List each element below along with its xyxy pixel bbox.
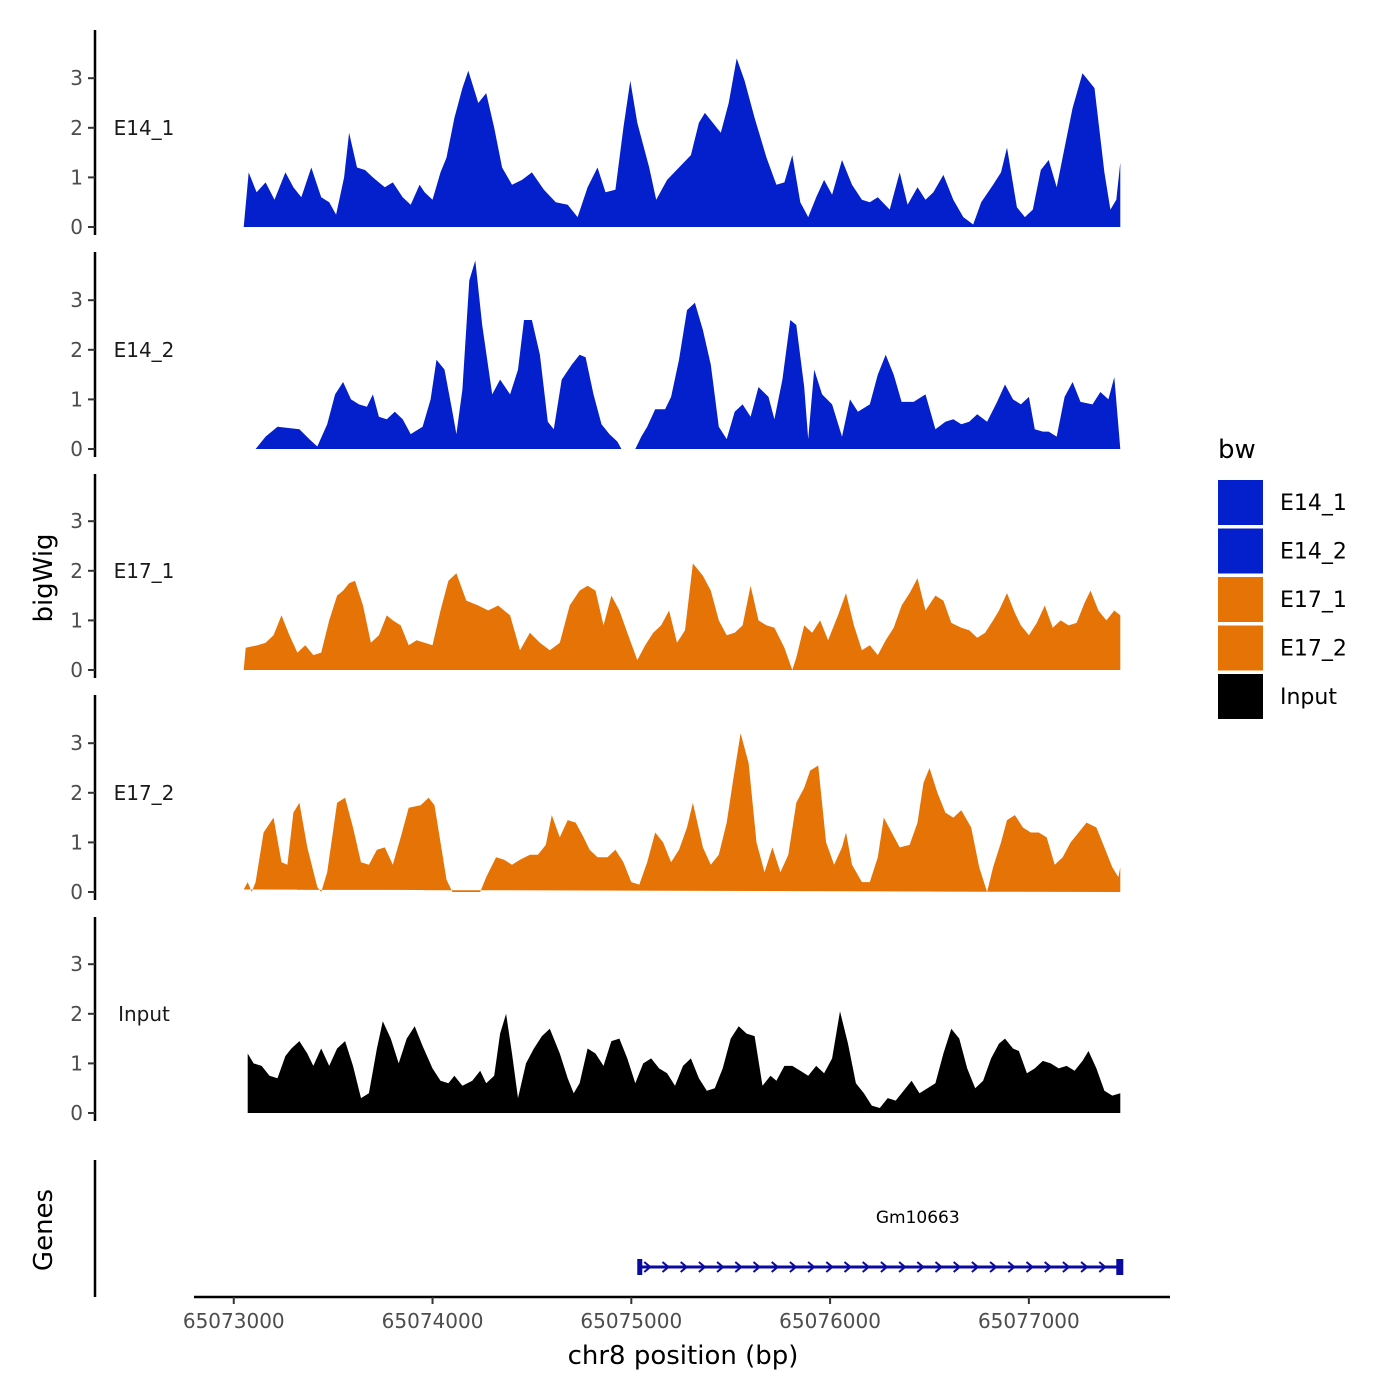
- strand-chevron: [880, 1261, 889, 1273]
- x-tick-label: 65075000: [580, 1309, 682, 1333]
- legend-label: E17_2: [1280, 637, 1347, 662]
- y-tick-label: 1: [70, 165, 83, 189]
- x-tick-label: 65073000: [183, 1309, 285, 1333]
- x-tick-label: 65076000: [779, 1309, 881, 1333]
- strand-chevron: [716, 1261, 725, 1273]
- legend-item-E17_1: E17_1: [1218, 577, 1347, 622]
- y-tick-label: 1: [70, 830, 83, 854]
- strand-chevron: [1062, 1261, 1071, 1273]
- legend-item-E14_2: E14_2: [1218, 528, 1347, 574]
- strand-chevron: [1025, 1261, 1035, 1273]
- signal-area-E14_1: [243, 58, 1121, 228]
- strand-chevron: [807, 1261, 816, 1273]
- legend-swatch: [1218, 625, 1263, 671]
- track-Input: 0 1 2 3 Input: [70, 917, 1121, 1125]
- y-tick-label: 3: [70, 731, 83, 755]
- y-axis-title: bigWig: [29, 533, 59, 622]
- legend-item-E17_2: E17_2: [1218, 625, 1347, 671]
- signal-tracks: 0 1 2 3 E14_1 0 1 2 3 E14_2 0 1 2 3 E17_1 0 1 2 3 E17_2 0 1 2 3…: [70, 30, 1121, 1125]
- x-tick-label: 65077000: [978, 1309, 1080, 1333]
- y-tick-label: 2: [70, 559, 83, 583]
- legend-item-Input: Input: [1218, 674, 1337, 719]
- strand-chevron: [1098, 1261, 1107, 1273]
- strand-chevron: [789, 1261, 798, 1273]
- strand-chevron: [734, 1261, 743, 1273]
- legend: bw E14_1 E14_2 E17_1 E17_2 Input: [1218, 435, 1347, 719]
- y-tick-label: 2: [70, 116, 83, 140]
- strand-chevron: [680, 1261, 689, 1273]
- strand-chevron: [752, 1261, 762, 1273]
- strand-chevron: [953, 1261, 962, 1273]
- y-tick-label: 2: [70, 338, 83, 362]
- legend-items: E14_1 E14_2 E17_1 E17_2 Input: [1218, 480, 1347, 719]
- strand-chevron: [971, 1261, 980, 1273]
- y-tick-label: 3: [70, 66, 83, 90]
- legend-swatch: [1218, 528, 1263, 574]
- signal-area-Input: [247, 1011, 1121, 1113]
- y-tick-label: 2: [70, 781, 83, 805]
- y-tick-label: 2: [70, 1002, 83, 1026]
- strand-chevron: [843, 1261, 853, 1273]
- strand-chevron: [825, 1261, 834, 1273]
- track-E17_1: 0 1 2 3 E17_1: [70, 474, 1121, 682]
- strand-chevron: [661, 1261, 671, 1273]
- gene-exon-end: [1116, 1259, 1124, 1275]
- y-tick-label: 1: [70, 608, 83, 632]
- y-tick-label: 0: [70, 1101, 83, 1125]
- strand-chevron: [771, 1261, 780, 1273]
- y-tick-label: 3: [70, 509, 83, 533]
- strand-chevron: [862, 1261, 871, 1273]
- y-tick-label: 0: [70, 437, 83, 461]
- y-tick-label: 0: [70, 880, 83, 904]
- y-tick-label: 3: [70, 952, 83, 976]
- signal-area-E14_2: [255, 260, 1121, 449]
- x-axis-title: chr8 position (bp): [568, 1341, 799, 1371]
- legend-label: Input: [1280, 685, 1337, 710]
- strand-chevron: [1007, 1261, 1016, 1273]
- strand-chevron: [989, 1261, 998, 1273]
- genes-axis-title: Genes: [29, 1189, 59, 1271]
- track-label: E14_2: [114, 338, 175, 362]
- track-label: Input: [118, 1002, 170, 1026]
- strand-chevron: [1080, 1261, 1089, 1273]
- strand-chevron: [898, 1261, 907, 1273]
- gene-Gm10663: Gm10663: [637, 1208, 1124, 1275]
- legend-label: E17_1: [1280, 588, 1347, 613]
- track-label: E17_2: [114, 781, 175, 805]
- legend-title: bw: [1218, 435, 1256, 465]
- genes-track: Gm10663: [93, 1160, 1124, 1297]
- strand-chevron: [934, 1261, 944, 1273]
- legend-label: E14_1: [1280, 491, 1347, 516]
- signal-area-E17_2: [243, 733, 1121, 892]
- legend-label: E14_2: [1280, 540, 1347, 565]
- y-tick-label: 1: [70, 387, 83, 411]
- legend-swatch: [1218, 480, 1263, 525]
- track-E17_2: 0 1 2 3 E17_2: [70, 695, 1121, 904]
- x-tick-label: 65074000: [382, 1309, 484, 1333]
- legend-swatch: [1218, 577, 1263, 622]
- strand-chevron: [643, 1261, 652, 1273]
- track-label: E17_1: [114, 559, 175, 583]
- legend-swatch: [1218, 674, 1263, 719]
- track-label: E14_1: [114, 116, 175, 140]
- strand-chevron: [1044, 1261, 1053, 1273]
- gene-label: Gm10663: [876, 1208, 960, 1228]
- x-axis: 65073000 65074000 65075000 65076000 65077000: [183, 1295, 1170, 1333]
- signal-area-E17_1: [243, 563, 1121, 670]
- strand-chevron: [916, 1261, 925, 1273]
- y-tick-label: 0: [70, 215, 83, 239]
- legend-item-E14_1: E14_1: [1218, 480, 1347, 525]
- y-tick-label: 3: [70, 288, 83, 312]
- track-E14_1: 0 1 2 3 E14_1: [70, 30, 1121, 239]
- strand-chevron: [698, 1261, 707, 1273]
- y-tick-label: 1: [70, 1051, 83, 1075]
- track-E14_2: 0 1 2 3 E14_2: [70, 252, 1121, 461]
- gene-exon-start: [637, 1259, 643, 1275]
- y-tick-label: 0: [70, 658, 83, 682]
